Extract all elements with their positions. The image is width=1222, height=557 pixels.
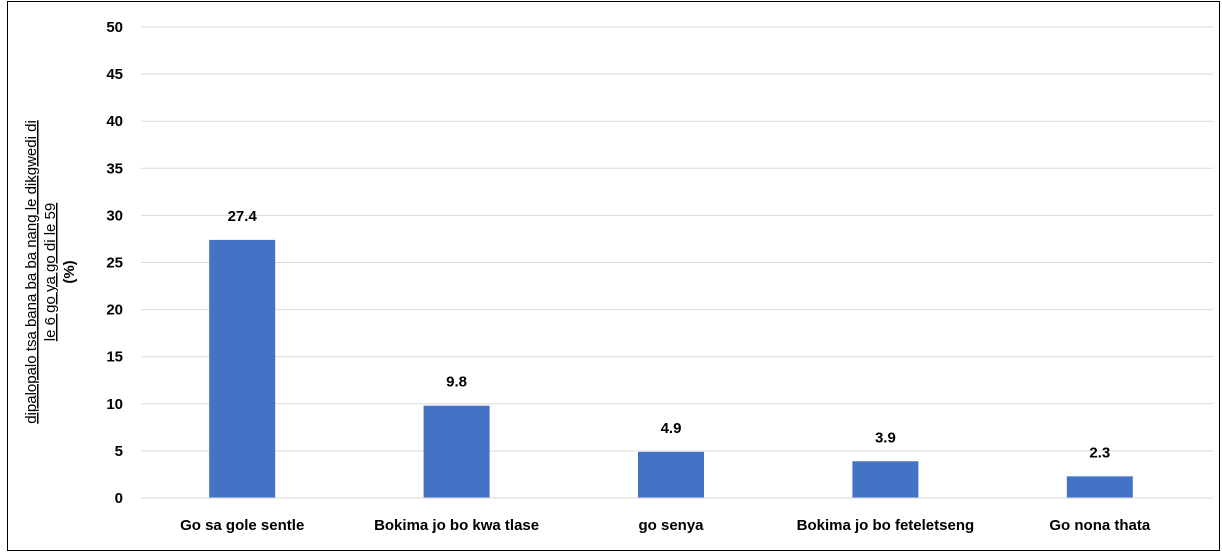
gridlines [141,26,1213,452]
chart-frame: 0 5 10 15 20 25 30 35 40 45 50 27.4 9.8 4.9 3.9 2.3 Go… [7,1,1220,551]
y-tick-label: 5 [115,443,123,460]
bar [1066,476,1133,498]
x-category-label: Bokima jo bo feteletseng [797,517,975,534]
y-axis-ticks: 0 5 10 15 20 25 30 35 40 45 50 [106,19,123,507]
y-axis-title: dipalopalo tsa bana ba ba nang le dikgwe… [23,120,78,424]
data-label: 2.3 [1089,444,1110,461]
data-label: 4.9 [661,420,682,437]
y-axis-unit: (%) [61,260,78,283]
bar-chart: 0 5 10 15 20 25 30 35 40 45 50 27.4 9.8 4.9 3.9 2.3 Go… [23,19,1213,534]
y-tick-label: 0 [115,490,123,507]
bar [209,239,276,498]
x-category-label: Go sa gole sentle [180,517,304,534]
y-tick-label: 45 [106,66,123,83]
y-tick-label: 30 [106,207,123,224]
data-label: 27.4 [228,208,258,225]
bar [638,451,704,498]
x-category-label: go senya [638,517,704,534]
bar [423,405,490,498]
data-label: 3.9 [875,429,896,446]
bars [209,239,1133,498]
bar [852,461,919,498]
x-axis-categories: Go sa gole sentle Bokima jo bo kwa tlase g… [180,517,1151,534]
x-category-label: Go nona thata [1049,517,1150,534]
y-tick-label: 35 [106,160,123,177]
x-category-label: Bokima jo bo kwa tlase [374,517,539,534]
y-tick-label: 15 [106,349,123,366]
y-axis-title-line-2: le 6 go ya go di le 59 [42,203,59,341]
data-labels: 27.4 9.8 4.9 3.9 2.3 [228,208,1111,461]
y-tick-label: 10 [106,396,123,413]
data-label: 9.8 [446,374,467,391]
y-tick-label: 40 [106,113,123,130]
y-tick-label: 25 [106,255,123,272]
y-tick-label: 20 [106,302,123,319]
y-axis-title-line-1: dipalopalo tsa bana ba ba nang le dikgwe… [23,120,40,424]
y-tick-label: 50 [106,19,123,36]
